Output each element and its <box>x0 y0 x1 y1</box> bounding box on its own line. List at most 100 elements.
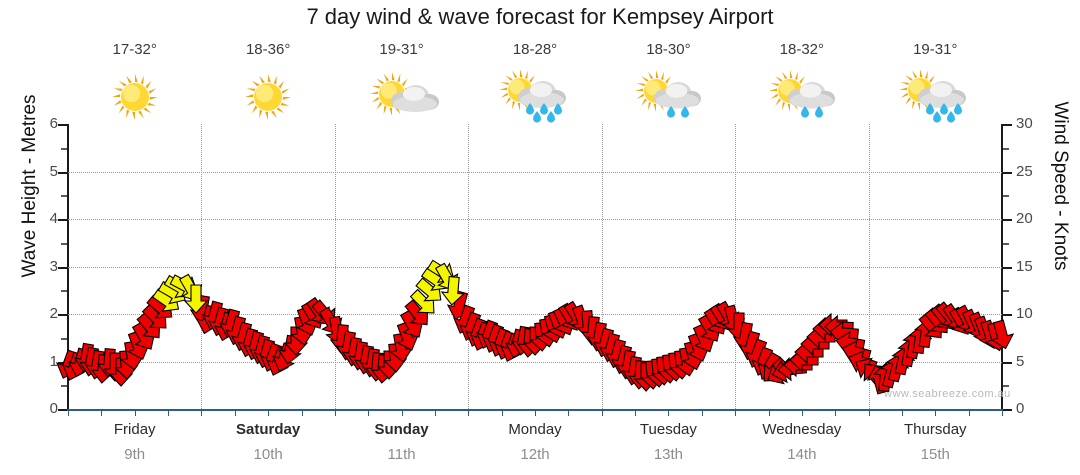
page-title: 7 day wind & wave forecast for Kempsey A… <box>306 4 774 29</box>
right-tick-label: 20 <box>1016 210 1033 227</box>
right-tick <box>1003 219 1012 221</box>
temperature-range-friday: 17-32° <box>112 41 157 58</box>
wind-arrow <box>989 319 1015 350</box>
left-tick-label: 2 <box>49 305 58 322</box>
left-tick <box>58 171 67 174</box>
left-tick <box>58 219 67 221</box>
gridline-horizontal <box>68 314 1002 315</box>
day-name-saturday: Saturday <box>236 421 301 438</box>
right-minor-tick <box>1003 195 1009 198</box>
x-tick <box>101 409 103 416</box>
left-tick <box>58 314 67 316</box>
right-minor-tick <box>1003 385 1009 388</box>
left-tick <box>58 124 67 126</box>
x-tick <box>434 409 436 416</box>
gridline-vertical <box>201 124 203 409</box>
x-tick <box>668 409 670 416</box>
day-date-thursday: 15th <box>920 446 950 463</box>
x-tick <box>868 409 870 416</box>
x-tick <box>201 409 203 416</box>
gridline-horizontal <box>68 361 1002 363</box>
x-tick <box>501 409 503 416</box>
right-tick-label: 5 <box>1016 352 1025 370</box>
temperature-range-tuesday: 18-30° <box>646 41 691 58</box>
right-minor-tick <box>1003 147 1009 150</box>
day-name-sunday: Sunday <box>374 421 429 438</box>
x-tick <box>1002 409 1003 416</box>
temperature-range-saturday: 18-36° <box>245 41 291 58</box>
weather-icon-rain-showers-heavy <box>868 70 1002 124</box>
day-name-tuesday: Tuesday <box>639 421 697 438</box>
left-minor-tick <box>61 385 67 388</box>
x-tick <box>368 409 370 416</box>
left-tick <box>58 409 67 411</box>
right-tick <box>1003 171 1012 174</box>
temperature-range-thursday: 19-31° <box>913 41 958 58</box>
day-name-thursday: Thursday <box>904 421 967 438</box>
weather-icon-rain-showers-heavy <box>468 70 602 124</box>
gridline-vertical <box>735 124 737 409</box>
weather-icon-partly-cloudy <box>335 70 469 124</box>
right-tick-label: 30 <box>1016 115 1033 132</box>
day-name-wednesday: Wednesday <box>762 421 842 438</box>
gridline-horizontal <box>68 171 1002 173</box>
right-tick <box>1003 409 1012 411</box>
x-tick <box>234 409 236 416</box>
left-tick <box>58 266 67 269</box>
x-tick <box>401 409 403 416</box>
x-tick <box>301 409 303 416</box>
left-minor-tick <box>61 242 67 245</box>
watermark: www.seabreeze.com.au <box>884 388 1011 400</box>
weather-icon-rain-showers-light <box>601 70 735 124</box>
temperature-range-wednesday: 18-32° <box>779 41 825 58</box>
temperature-range-monday: 18-28° <box>512 41 558 58</box>
day-date-saturday: 10th <box>253 446 283 463</box>
left-tick-label: 3 <box>49 257 58 275</box>
gridline-vertical <box>868 124 870 409</box>
left-minor-tick <box>61 290 67 293</box>
day-name-monday: Monday <box>508 421 562 438</box>
weather-icon-sunny <box>68 70 202 124</box>
right-minor-tick <box>1003 290 1009 293</box>
day-date-tuesday: 13th <box>653 446 684 463</box>
x-tick <box>568 409 570 416</box>
right-tick-label: 15 <box>1016 257 1033 275</box>
left-minor-tick <box>61 195 67 198</box>
x-tick <box>935 409 937 416</box>
left-minor-tick <box>61 337 67 340</box>
left-axis-title: Wave Height - Metres <box>19 94 40 278</box>
day-date-sunday: 11th <box>387 446 416 463</box>
x-tick <box>601 409 603 416</box>
wind-arrow <box>183 284 209 314</box>
right-tick <box>1003 266 1012 269</box>
temperature-range-sunday: 19-31° <box>379 41 424 58</box>
x-tick <box>701 409 703 416</box>
gridline-horizontal <box>68 266 1002 268</box>
x-tick <box>268 409 270 416</box>
x-tick <box>735 409 737 416</box>
wind-arrow <box>440 276 466 306</box>
day-date-monday: 12th <box>520 446 550 463</box>
weather-icon-rain-showers-light <box>735 70 869 124</box>
x-tick <box>968 409 970 416</box>
right-minor-tick <box>1003 242 1009 245</box>
x-tick <box>168 409 170 416</box>
x-tick <box>535 409 536 416</box>
x-tick <box>835 409 837 416</box>
gridline-vertical <box>601 124 603 409</box>
right-tick-label: 0 <box>1016 400 1025 417</box>
left-tick-label: 4 <box>49 210 58 227</box>
right-axis-title: Wind Speed - Knots <box>1050 101 1071 271</box>
x-tick <box>801 409 803 416</box>
x-tick <box>134 409 136 416</box>
gridline-vertical <box>334 124 336 409</box>
right-tick-label: 25 <box>1016 162 1033 180</box>
x-tick <box>901 409 903 416</box>
x-tick <box>68 409 69 416</box>
gridline-horizontal <box>68 219 1002 220</box>
x-tick <box>334 409 336 416</box>
left-tick-label: 0 <box>49 400 58 417</box>
weather-icon-sunny <box>201 70 335 124</box>
right-tick <box>1003 361 1012 364</box>
